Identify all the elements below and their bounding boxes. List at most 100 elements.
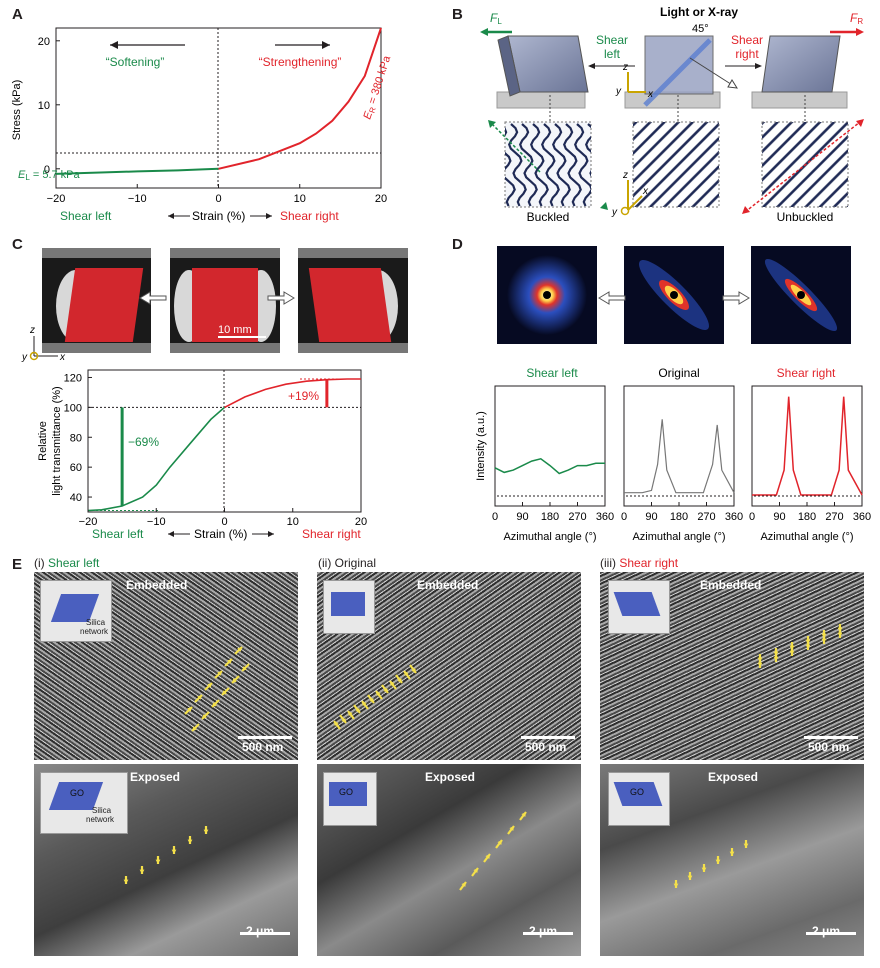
panel-d-xtick-label: 360 <box>725 511 743 523</box>
panel-c-axis-x: x <box>59 352 66 363</box>
panel-b-fr: FR <box>850 11 863 26</box>
svg-text:x: x <box>642 186 649 197</box>
panel-c-ylabel1: Relative <box>37 421 49 461</box>
panel-b-shear-left-2: left <box>604 47 621 61</box>
panel-c-axis-z: z <box>29 325 35 336</box>
panel-b-light-label: Light or X-ray <box>660 5 738 19</box>
panel-d-curve-right <box>752 396 863 496</box>
panel-d-xtick-label: 180 <box>541 511 559 523</box>
panel-c-arrow-right <box>267 291 295 305</box>
panel-b-buckled-line <box>519 123 538 207</box>
panel-d-xlabel-mid: Azimuthal angle (°) <box>632 531 725 543</box>
panel-b-schematic: Light or X-ray 45° FL FR Shear left Shea… <box>480 5 864 224</box>
panel-a-el-label: EL = 5.7 kPa <box>18 169 81 182</box>
panel-letter-e: E <box>12 556 23 573</box>
panel-b-buckled-line <box>508 123 527 207</box>
panel-e-sem-ii-exposed: Exposed GO 2 μm <box>317 764 581 956</box>
panel-b-unbuckled-label: Unbuckled <box>777 210 834 224</box>
panel-a-left-arrow-head <box>110 41 118 49</box>
panel-d-frame-mid <box>623 385 735 507</box>
panel-c-photo-right <box>298 248 408 353</box>
panel-c-right-curve <box>224 378 361 409</box>
panel-d-frame-right <box>751 385 863 507</box>
panel-d-xtick-label: 360 <box>596 511 614 523</box>
panel-a-xtick-label: 10 <box>294 193 306 205</box>
panel-d-xlabel-right: Azimuthal angle (°) <box>760 531 853 543</box>
panel-d-xtick-label: 270 <box>825 511 843 523</box>
panel-a-ytick-label: 20 <box>38 36 50 48</box>
panel-b-axis-x: x <box>647 89 654 100</box>
panel-e-sem-i-exposed: Exposed GO Silica network 2 μm <box>34 764 298 956</box>
panel-a-chart: −20 −10 0 10 20 0 10 20 Stress (kPa) “Softenin… <box>11 27 394 223</box>
panel-e-title-ii: (ii) Original <box>318 556 377 570</box>
panel-a-ylabel: Stress (kPa) <box>11 80 23 141</box>
panel-a-left-curve <box>55 167 219 175</box>
panel-e-title-i: (i) Shear left <box>34 556 100 570</box>
panel-b-buckled-line <box>574 123 591 207</box>
panel-d-xtick-label: 90 <box>645 511 657 523</box>
panel-c-ylabel2: light transmittance (%) <box>51 386 63 495</box>
panel-b-buckled-line <box>505 127 516 207</box>
panel-a-xlabel-mid: Strain (%) <box>192 209 245 223</box>
panel-b-buckled-line <box>563 123 582 207</box>
panel-a-xtick-label: 0 <box>215 193 221 205</box>
svg-text:z: z <box>622 170 628 181</box>
panel-a-ytick-label: 0 <box>44 164 50 176</box>
panel-c-photo-mid: 10 mm <box>170 248 280 353</box>
panel-d-xtick-label: 90 <box>516 511 528 523</box>
panel-e-sem-iii-exposed: Exposed GO 2 μm <box>600 764 864 956</box>
panel-a-xtick-label: 20 <box>375 193 387 205</box>
panel-a-right-curve <box>218 27 382 170</box>
panel-b-shear-right-2: right <box>735 47 759 61</box>
panel-c-xlabel-mid: Strain (%) <box>194 527 247 541</box>
panel-a-xlabel-left: Shear left <box>60 209 112 223</box>
panel-c-scale-label: 10 mm <box>218 324 252 336</box>
panel-b-original-square <box>632 121 720 208</box>
panel-e-sem-iii-embedded: Embedded 500 nm <box>600 572 864 760</box>
panel-b-beam <box>643 38 712 107</box>
panel-a-xtick-label: −20 <box>47 193 66 205</box>
panel-b-shear-right-1: Shear <box>731 33 763 47</box>
panel-b-beam-out <box>689 57 738 89</box>
panel-d-xtick-label: 180 <box>670 511 688 523</box>
panel-b-buckled-label: Buckled <box>527 210 570 224</box>
panel-d-frame-left <box>494 385 606 507</box>
panel-a-strengthening: “Strengthening” <box>259 55 342 69</box>
panel-letter-a: A <box>12 6 23 23</box>
panel-c-ytick-label: 80 <box>70 432 82 444</box>
panel-d-curve-mid <box>624 419 735 494</box>
panel-d-xtick-label: 0 <box>749 511 755 523</box>
panel-a-softening: “Softening” <box>106 55 165 69</box>
panel-b-axis-y: y <box>615 86 622 97</box>
panel-e-sem-ii-embedded: Embedded 500 nm <box>317 572 581 760</box>
panel-c-chart: z y x −20 −10 0 10 20 40 60 80 100 120 −69% +19%… <box>21 291 367 541</box>
panel-letter-c: C <box>12 236 23 253</box>
panel-b-buckled-lines <box>505 123 591 207</box>
panel-c-plus19: +19% <box>288 389 319 403</box>
panel-b-angle: 45° <box>692 23 709 35</box>
panel-d-label-left: Shear left <box>526 366 578 380</box>
panel-c-xtick-label: −20 <box>79 516 98 528</box>
panel-c-ytick-label: 40 <box>70 492 82 504</box>
panel-c-arrow-left <box>139 291 167 305</box>
panel-b-axis-z: z <box>622 62 628 73</box>
panel-d-xtick-label: 180 <box>798 511 816 523</box>
panel-c-ytick-label: 100 <box>64 402 82 414</box>
panel-b-buckled-line <box>530 123 549 207</box>
panel-d-label-mid: Original <box>658 366 699 380</box>
panel-c-ytick-label: 60 <box>70 462 82 474</box>
panel-d-xtick-label: 90 <box>773 511 785 523</box>
panel-c-xtick-label: 10 <box>287 516 299 528</box>
panel-d-chart: Shear left Original Shear right 0 90 180 27… <box>475 246 871 543</box>
panel-a-right-arrow-head <box>322 41 330 49</box>
panel-letter-d: D <box>452 236 463 253</box>
panel-c-xlabel-left: Shear left <box>92 527 144 541</box>
panel-d-ylabel: Intensity (a.u.) <box>475 411 487 481</box>
panel-e-sem-i-embedded: Embedded Silica network 500 nm <box>34 572 298 760</box>
panel-d-curve-left <box>494 457 605 475</box>
panel-b-shear-left-1: Shear <box>596 33 628 47</box>
panel-c-ytick-label: 120 <box>64 372 82 384</box>
panel-d-xlabel-left: Azimuthal angle (°) <box>503 531 596 543</box>
panel-b-buckled-line <box>585 123 591 178</box>
panel-c-minus69: −69% <box>128 435 159 449</box>
